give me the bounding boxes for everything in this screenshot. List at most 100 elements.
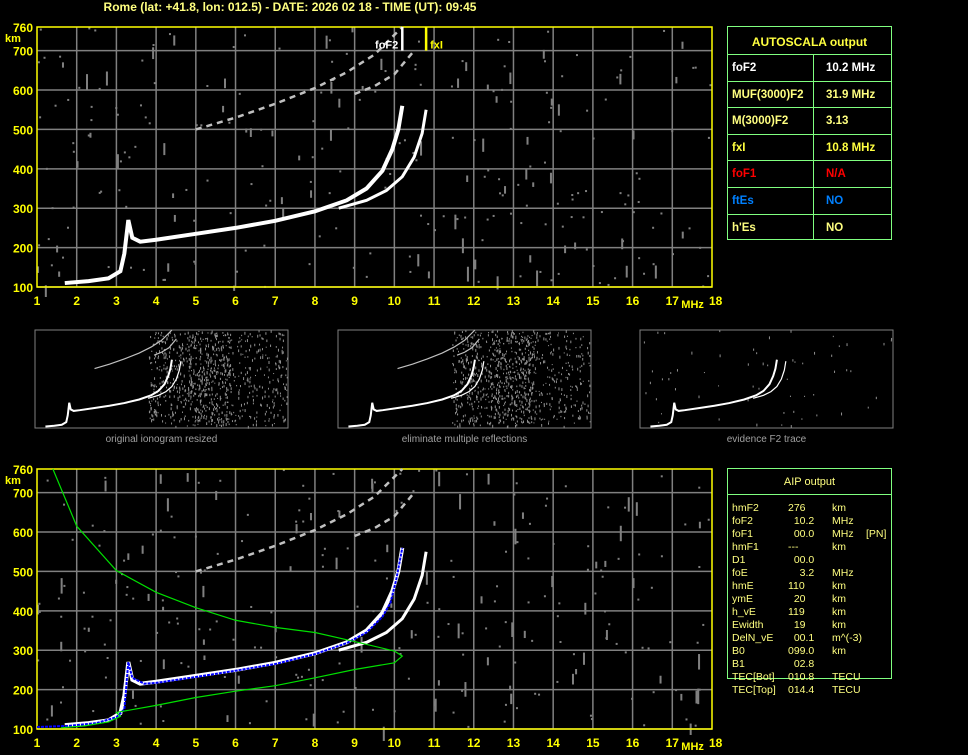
- noise-speck: [509, 685, 512, 691]
- noise-speck: [438, 608, 441, 611]
- noise-speck: [57, 597, 60, 600]
- noise-speck: [480, 596, 483, 604]
- noise-speck: [309, 180, 312, 183]
- noise-speck: [151, 419, 153, 423]
- noise-speck: [203, 388, 205, 392]
- noise-speck: [529, 398, 531, 402]
- noise-speck: [718, 385, 720, 387]
- noise-speck: [209, 373, 211, 376]
- noise-speck: [44, 285, 47, 297]
- noise-speck: [283, 419, 285, 423]
- noise-speck: [240, 371, 242, 375]
- noise-speck: [494, 342, 496, 345]
- noise-speck: [171, 370, 173, 372]
- noise-speck: [465, 367, 467, 370]
- noise-speck: [273, 373, 275, 375]
- noise-speck: [514, 378, 516, 380]
- noise-speck: [747, 398, 749, 402]
- noise-speck: [203, 655, 206, 661]
- noise-speck: [184, 389, 186, 393]
- noise-speck: [205, 344, 207, 347]
- noise-speck: [245, 350, 247, 353]
- noise-speck: [487, 414, 489, 417]
- noise-speck: [191, 381, 193, 384]
- noise-speck: [246, 371, 248, 375]
- noise-speck: [279, 333, 281, 335]
- noise-speck: [485, 393, 487, 397]
- noise-speck: [480, 357, 482, 360]
- noise-speck: [270, 611, 273, 614]
- noise-speck: [132, 597, 135, 600]
- x-tick-label: 1: [34, 294, 41, 308]
- noise-speck: [495, 392, 497, 395]
- noise-speck: [191, 401, 193, 403]
- noise-speck: [587, 404, 589, 408]
- noise-speck: [210, 423, 212, 426]
- noise-speck: [556, 202, 559, 205]
- noise-speck: [209, 393, 211, 397]
- noise-speck: [191, 390, 193, 393]
- noise-speck: [220, 372, 222, 375]
- noise-speck: [245, 128, 248, 133]
- noise-speck: [190, 355, 192, 359]
- noise-speck: [202, 338, 204, 340]
- noise-speck: [624, 506, 627, 509]
- noise-speck: [462, 337, 464, 339]
- noise-speck: [518, 373, 520, 377]
- noise-speck: [516, 389, 518, 393]
- noise-speck: [522, 420, 524, 424]
- noise-speck: [525, 339, 527, 341]
- noise-speck: [217, 347, 219, 350]
- noise-speck: [500, 357, 502, 360]
- noise-speck: [553, 416, 555, 419]
- noise-speck: [160, 341, 162, 343]
- noise-speck: [547, 30, 550, 33]
- noise-speck: [284, 418, 286, 421]
- noise-speck: [466, 175, 469, 182]
- noise-speck: [456, 408, 458, 411]
- noise-speck: [78, 86, 81, 89]
- noise-speck: [272, 399, 274, 401]
- noise-speck: [505, 350, 507, 353]
- noise-speck: [545, 382, 547, 384]
- noise-speck: [335, 227, 338, 230]
- noise-speck: [588, 380, 590, 382]
- noise-speck: [488, 332, 490, 334]
- noise-speck: [224, 392, 226, 396]
- noise-speck: [504, 621, 507, 624]
- noise-speck: [551, 369, 553, 372]
- noise-speck: [321, 554, 324, 557]
- noise-speck: [260, 404, 262, 407]
- noise-speck: [582, 216, 585, 219]
- noise-speck: [571, 673, 574, 685]
- noise-speck: [574, 404, 576, 407]
- noise-speck: [228, 346, 230, 348]
- noise-speck: [282, 469, 285, 472]
- noise-speck: [275, 346, 277, 348]
- noise-speck: [496, 410, 498, 412]
- noise-speck: [199, 343, 201, 346]
- thumbnail-frame: [337, 329, 592, 429]
- noise-speck: [485, 340, 487, 343]
- noise-speck: [37, 659, 40, 662]
- noise-speck: [200, 412, 202, 415]
- noise-speck: [438, 471, 441, 487]
- noise-speck: [219, 419, 221, 421]
- noise-speck: [412, 490, 415, 493]
- noise-speck: [476, 419, 478, 423]
- noise-speck: [467, 340, 469, 343]
- noise-speck: [670, 372, 672, 374]
- noise-speck: [162, 720, 165, 723]
- noise-speck: [571, 198, 574, 201]
- noise-speck: [578, 415, 580, 417]
- noise-speck: [509, 359, 511, 363]
- noise-speck: [249, 378, 251, 380]
- noise-speck: [211, 359, 213, 362]
- noise-speck: [580, 382, 582, 385]
- aip-row: foE 3.2 MHz: [732, 567, 892, 580]
- noise-speck: [179, 386, 181, 389]
- noise-speck: [509, 408, 511, 411]
- noise-speck: [172, 389, 174, 392]
- noise-speck: [535, 341, 537, 344]
- noise-speck: [195, 124, 198, 127]
